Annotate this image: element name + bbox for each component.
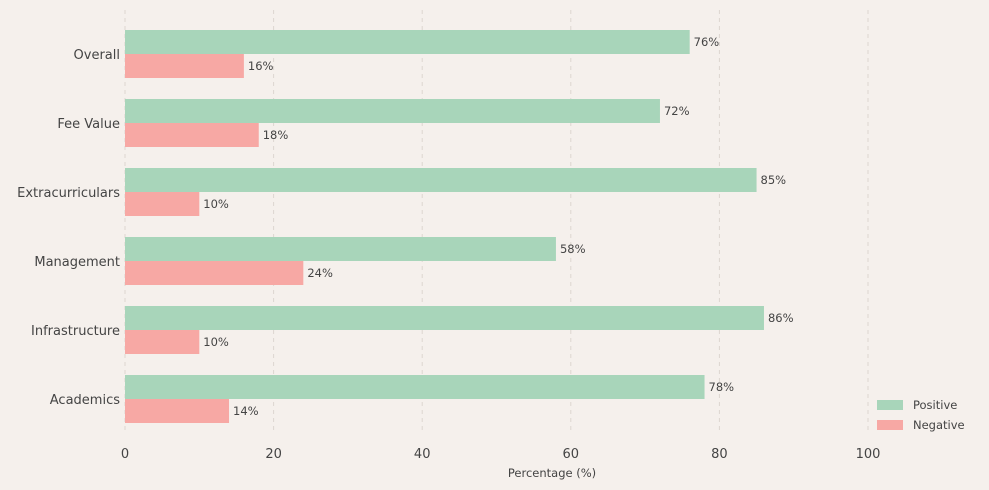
x-axis-title: Percentage (%)	[508, 466, 596, 480]
category-label: Infrastructure	[31, 324, 120, 339]
legend-swatch-positive	[877, 400, 903, 410]
value-label: 78%	[709, 380, 735, 394]
legend-swatch-negative	[877, 420, 903, 430]
x-axis: 0 20 40 60 80 100	[121, 447, 881, 462]
bar-negative	[125, 123, 259, 147]
bar-positive	[125, 30, 690, 54]
bar-positive	[125, 306, 764, 330]
bar-negative	[125, 54, 244, 78]
labels: Overall 76% 16% Fee Value 72% 18% Extracurricu…	[17, 35, 793, 418]
category-label: Extracurriculars	[17, 186, 120, 201]
legend-label: Negative	[913, 418, 965, 432]
x-tick-label: 40	[414, 447, 431, 462]
value-label: 10%	[203, 335, 229, 349]
bar-negative	[125, 192, 200, 216]
value-label: 14%	[233, 404, 259, 418]
value-label: 86%	[768, 311, 794, 325]
value-label: 24%	[307, 266, 333, 280]
x-tick-label: 0	[121, 447, 129, 462]
category-label: Academics	[50, 393, 120, 408]
legend-label: Positive	[913, 398, 957, 412]
bar-negative	[125, 399, 230, 423]
value-label: 85%	[761, 173, 787, 187]
value-label: 18%	[263, 128, 289, 142]
value-label: 58%	[560, 242, 586, 256]
bar-positive	[125, 168, 757, 192]
x-tick-label: 80	[711, 447, 728, 462]
category-label: Fee Value	[57, 117, 120, 132]
bar-negative	[125, 261, 304, 285]
bar-positive	[125, 99, 660, 123]
category-label: Overall	[74, 48, 120, 63]
bar-positive	[125, 237, 556, 261]
grid-lines	[124, 10, 869, 434]
value-label: 16%	[248, 59, 274, 73]
value-label: 72%	[664, 104, 690, 118]
x-tick-label: 100	[856, 447, 881, 462]
value-label: 76%	[694, 35, 720, 49]
x-tick-label: 60	[563, 447, 580, 462]
bars	[125, 30, 764, 423]
bar-positive	[125, 375, 705, 399]
bar-negative	[125, 330, 200, 354]
value-label: 10%	[203, 197, 229, 211]
x-tick-label: 20	[265, 447, 282, 462]
category-label: Management	[34, 255, 120, 270]
legend: Positive Negative	[877, 398, 965, 432]
